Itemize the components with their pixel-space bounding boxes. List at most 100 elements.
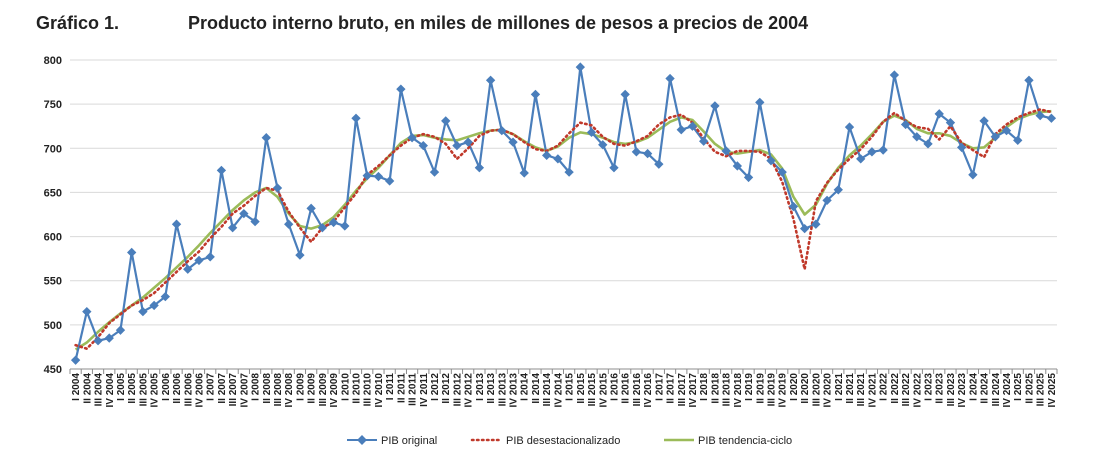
x-tick-label: III 2021 [856,373,867,407]
x-tick-label: II 2010 [352,373,363,404]
series-line-desestacionalizado [74,108,1053,350]
data-point-original [743,172,754,183]
data-point-original [171,219,182,229]
data-point-original [912,132,922,142]
data-point-original [452,140,462,151]
data-point-original [70,355,81,365]
data-point-original [317,223,328,233]
data-point-original [699,136,709,146]
x-tick-label: III 2011 [408,373,419,406]
data-point-original [351,113,361,123]
x-tick-label: II 2016 [621,373,632,404]
x-tick-label: I 2010 [340,373,351,401]
data-point-original [631,147,642,157]
plot-area [70,62,1057,365]
x-tick-label: IV 2006 [194,373,205,408]
data-point-original [799,223,810,234]
x-tick-label: III 2008 [273,373,284,407]
data-point-original [441,116,451,126]
data-point-original [844,122,855,132]
y-axis: 450 500 550 600 650 700 750 800 [44,55,62,376]
x-tick-label: IV 2004 [105,373,116,408]
data-point-original [474,163,485,173]
data-point-original [553,154,563,164]
data-point-original [710,101,720,111]
data-point-original [1013,135,1023,146]
data-point-original [93,336,103,346]
x-tick-label: IV 2023 [957,373,968,408]
data-point-original [284,219,294,229]
data-point-original [609,163,619,173]
x-tick-label: II 2007 [217,373,228,404]
x-tick-label: I 2013 [475,373,486,401]
x-tick-label: I 2011 [385,373,396,401]
x-tick-label: II 2015 [576,373,587,404]
x-tick-label: II 2006 [172,373,183,404]
figure-label: Gráfico 1. [36,13,119,33]
x-tick-label: I 2005 [116,373,127,401]
x-tick-label: II 2013 [486,373,497,404]
data-point-original [497,125,507,136]
data-point-original [721,146,731,156]
data-point-original [990,132,1000,142]
x-tick-label: IV 2025 [1047,373,1058,408]
data-point-original [1046,113,1057,123]
y-tick-label: 650 [44,187,62,199]
x-tick-label: IV 2019 [778,373,789,408]
x-tick-label: II 2022 [890,373,901,404]
data-point-original [676,125,686,135]
data-point-original [755,97,765,108]
x-tick-label: IV 2018 [733,373,744,408]
x-tick-label: II 2021 [845,373,856,404]
x-tick-label: I 2007 [206,373,217,401]
data-point-original [362,170,372,181]
x-tick-label: I 2017 [654,373,665,401]
data-point-original [127,247,137,258]
x-tick-label: I 2022 [879,373,890,401]
x-tick-label: IV 2010 [374,373,385,408]
x-tick-label: IV 2017 [688,373,699,408]
y-tick-label: 600 [44,232,62,244]
legend-item-tendencia: PIB tendencia-ciclo [664,435,792,447]
data-point-original [564,167,574,177]
data-point-original [272,183,283,193]
x-tick-label: IV 2008 [284,373,295,408]
data-point-original [306,203,316,213]
x-tick-label: III 2012 [452,373,463,407]
x-tick-label: III 2009 [318,373,329,407]
data-point-original [261,133,271,143]
data-point-original [418,140,428,151]
data-point-original [788,201,799,212]
x-tick-label: III 2018 [722,373,733,407]
data-point-original [194,255,204,266]
x-tick-label: III 2010 [363,373,374,407]
y-tick-label: 800 [44,55,62,67]
data-point-original [900,119,911,130]
x-tick-label: I 2020 [789,373,800,401]
data-point-original [822,195,832,206]
x-axis: I 2004 II 2004 III 2004 IV 2004 I 2005 II 200… [69,368,1058,408]
x-tick-label: IV 2011 [419,373,430,407]
y-tick-label: 750 [44,99,62,111]
data-point-original [968,170,978,180]
x-tick-label: II 2011 [396,373,407,403]
x-tick-label: IV 2024 [1002,373,1013,408]
data-point-original [407,133,417,143]
x-tick-label: I 2018 [699,373,710,401]
data-point-original [530,89,541,100]
x-tick-label: II 2020 [800,373,811,404]
data-point-original [665,73,675,84]
x-tick-label: I 2021 [834,373,845,401]
data-point-original [340,221,350,231]
x-tick-label: III 2007 [228,373,239,407]
legend: PIB original PIB desestacionalizado PIB … [347,435,792,447]
x-tick-label: IV 2013 [509,373,520,408]
data-point-original [463,137,473,147]
data-point-original [642,148,653,159]
x-tick-label: II 2018 [710,373,721,404]
y-tick-label: 450 [44,364,62,376]
x-tick-label: IV 2020 [823,373,834,408]
x-tick-label: II 2005 [127,373,138,404]
x-tick-label: III 2025 [1036,373,1047,407]
x-tick-label: III 2024 [991,373,1002,407]
